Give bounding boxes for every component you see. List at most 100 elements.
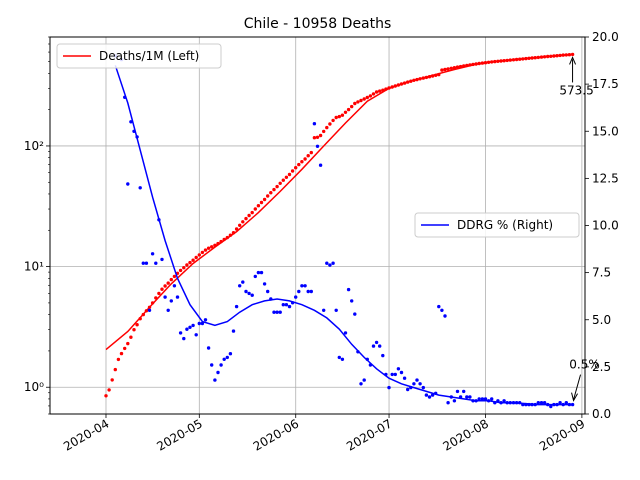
deaths-point [113,367,118,372]
x-tick-label: 2020-04 [61,416,111,453]
deaths-point [530,56,534,60]
deaths-point [567,53,572,57]
deaths-point [275,184,279,189]
ddrg-point [331,261,335,265]
ddrg-point [378,344,382,348]
ddrg-point [334,308,338,312]
deaths-point [132,328,136,332]
ddrg-point [256,270,261,275]
deaths-point [552,54,556,58]
ddrg-point [384,372,388,377]
ddrg-point [253,274,257,279]
deaths-point [542,55,547,59]
right-tick-label: 12.5 [592,171,619,185]
left-tick-label: 10⁰ [24,380,44,394]
deaths-point [337,114,341,119]
deaths-point [150,301,155,305]
ddrg-point [561,402,565,407]
deaths-point [402,81,407,85]
ddrg-point [169,299,173,303]
plot-frame [49,36,586,415]
ddrg-point [178,331,183,335]
deaths-point [446,67,450,71]
deaths-point [234,227,239,231]
deaths-point [359,98,363,103]
ddrg-point [306,289,310,294]
deaths-point [390,85,394,89]
ddrg-point [430,393,435,397]
deaths-point [185,263,189,267]
ddrg-point [278,310,282,314]
ddrg-point [150,252,155,256]
deaths-point [508,58,512,62]
deaths-point [511,58,516,62]
ddrg-point [328,263,332,267]
ddrg-point [368,363,373,367]
deaths-point [471,62,475,67]
ddrg-point [225,355,229,360]
x-axis-ticks: 2020-04 2020-05 2020-06 2020-07 2020-08 2020-… [61,414,587,454]
legend-deaths: Deaths/1M (Left) [56,43,222,69]
ddrg-point [415,378,419,382]
ddrg-point [290,301,295,305]
ddrg-point [434,391,438,395]
deaths-point [126,341,130,346]
legend-ddrg-label: DDRG % (Right) [457,218,553,232]
deaths-point [303,157,307,161]
deaths-point [178,268,183,273]
deaths-point [312,136,317,140]
deaths-point [266,194,270,198]
deaths-point [521,57,525,61]
deaths-point [350,104,354,109]
ddrg-point [147,308,152,312]
deaths-point [334,115,338,120]
deaths-point [210,245,214,249]
ddrg-point [474,399,478,403]
chart-title: Chile - 10958 Deaths [244,16,392,32]
deaths-point [144,309,149,313]
deaths-point [116,357,121,362]
ddrg-point [231,329,236,333]
deaths-point [468,63,472,67]
ddrg-point [499,401,503,405]
right-tick-label: 2.5 [592,360,611,374]
deaths-point [406,80,410,84]
ddrg-point [530,402,534,407]
x-tick-label: 2020-09 [537,416,587,453]
ddrg-point [549,404,553,409]
deaths-point [477,61,481,66]
ddrg-point [570,402,575,407]
ddrg-point [160,257,164,262]
x-tick-label: 2020-08 [441,416,491,453]
deaths-point [415,77,419,82]
ddrg-point [303,284,307,288]
deaths-point [387,86,391,90]
ddrg-point [138,186,142,190]
deaths-point [318,133,323,138]
deaths-point [561,53,565,57]
ddrg-point [309,289,313,294]
ddrg-point [244,289,248,294]
ddrg-point [213,378,217,382]
ddrg-point [483,397,488,401]
legend-box [56,43,222,69]
deaths-point [281,178,285,182]
ddrg-point [262,282,267,286]
right-tick-label: 20.0 [592,30,619,44]
ddrg-point [443,314,447,318]
deaths-point [325,125,329,130]
deaths-point [253,207,257,211]
ddrg-point [452,399,457,403]
ddrg-point [437,304,441,309]
x-tick-label: 2020-05 [154,416,204,453]
ddrg-point [555,402,559,407]
ddrg-point [281,303,285,307]
ddrg-point [514,401,519,405]
annotation-deaths-label: 573.5 [559,83,593,97]
ddrg-point [135,135,139,139]
deaths-point [546,54,550,59]
ddrg-point [418,382,422,386]
ddrg-point [381,353,385,358]
annotation-arrowhead [569,56,577,65]
right-tick-label: 15.0 [592,124,619,138]
